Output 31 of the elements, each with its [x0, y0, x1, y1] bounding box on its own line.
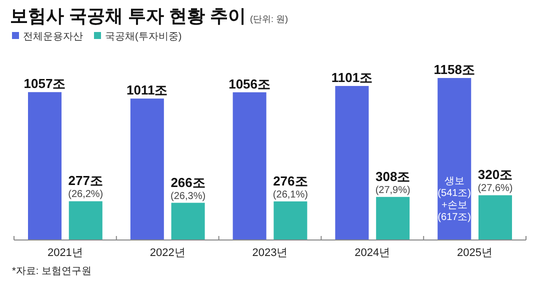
x-tick-label: 2024년	[354, 247, 390, 259]
legend-label: 국공채(투자비중)	[105, 32, 182, 42]
data-label: 320조 (27,6%)	[478, 167, 513, 194]
data-label: 1056조	[228, 76, 271, 92]
data-label: 1057조	[24, 76, 66, 92]
bar	[68, 201, 102, 240]
bar	[376, 196, 410, 240]
data-label: 1158조	[434, 62, 475, 77]
bar	[478, 195, 512, 240]
legend-label: 전체운용자산	[23, 32, 83, 42]
annotation: 생보 (541조) +손보 (617조)	[438, 176, 472, 223]
x-tick-label: 2025년	[457, 247, 493, 259]
bar	[130, 98, 164, 240]
chart-title: 보험사 국공채 투자 현황 추이	[10, 6, 246, 26]
bar	[335, 86, 369, 240]
data-label: 277조 (26,2%)	[68, 173, 104, 200]
bar	[274, 201, 308, 240]
x-tick-label: 2021년	[47, 247, 83, 259]
x-tick-label: 2023년	[252, 247, 288, 259]
bar	[171, 202, 205, 240]
bar	[28, 92, 62, 240]
text: *자료: 보험연구원	[12, 266, 92, 277]
bar	[438, 78, 472, 240]
data-label: 1101조	[331, 70, 373, 85]
chart-subtitle: (단위: 원)	[250, 14, 288, 24]
bar	[232, 92, 266, 240]
data-label: 1011조	[126, 82, 168, 98]
data-label: 276조 (26,1%)	[272, 173, 308, 200]
data-label: 266조 (26,3%)	[170, 174, 206, 202]
data-label: 308조 (27,9%)	[375, 168, 410, 196]
x-tick-label: 2022년	[150, 247, 186, 259]
